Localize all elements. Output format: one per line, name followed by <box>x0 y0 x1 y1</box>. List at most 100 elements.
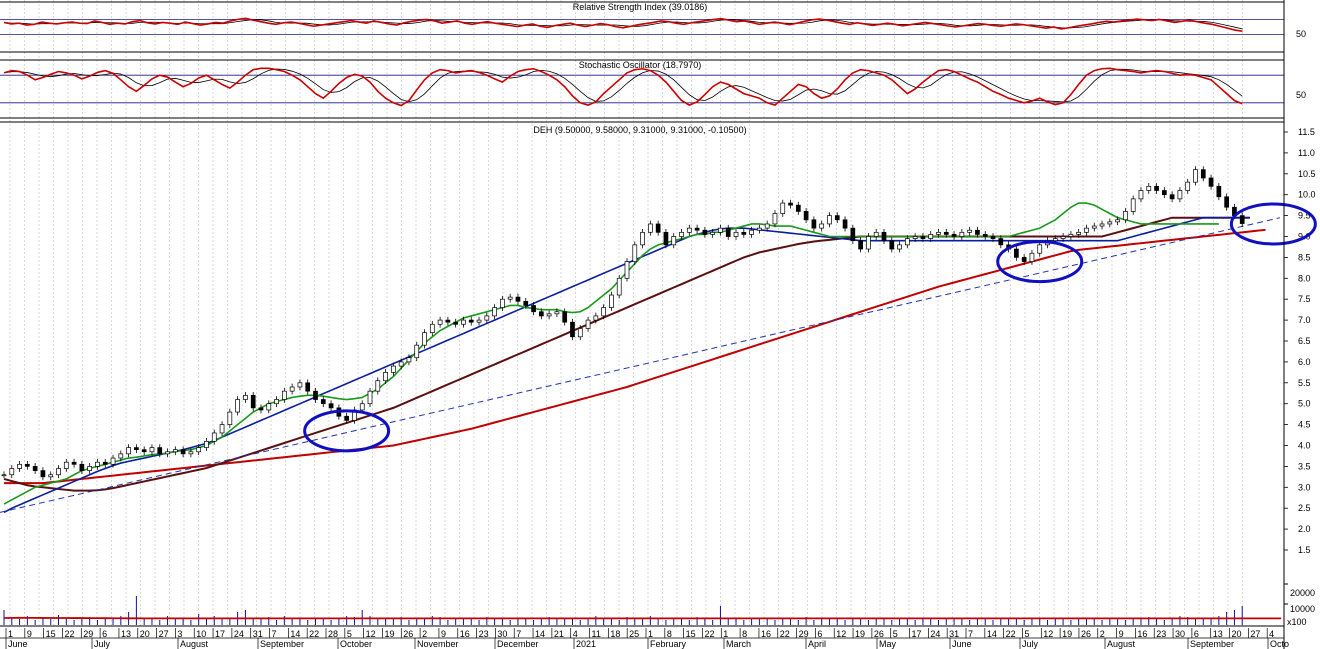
day-tick-label: 1 <box>723 629 728 639</box>
candle-body <box>297 382 303 388</box>
candle-body <box>126 447 131 455</box>
day-tick-label: 6 <box>817 629 822 639</box>
day-tick-label: 14 <box>290 629 300 639</box>
candle-body <box>71 461 77 465</box>
day-tick-label: 23 <box>1156 629 1166 639</box>
candle-body <box>344 415 349 421</box>
candle-body <box>998 238 1004 246</box>
candle-body <box>920 236 926 239</box>
candle-body <box>982 234 988 237</box>
candle-body <box>858 240 863 250</box>
day-tick-label: 21 <box>554 629 564 639</box>
month-label: 2021 <box>576 639 596 649</box>
volume-ma-line <box>3 616 1282 620</box>
price-tick-label: 10.5 <box>1298 169 1316 179</box>
vertical-grid <box>9 0 1243 626</box>
day-tick-label: 2 <box>422 629 427 639</box>
candle-body <box>733 231 739 237</box>
month-label: February <box>650 639 687 649</box>
candle-body <box>1154 185 1159 191</box>
candle-body <box>788 202 793 206</box>
candle-body <box>188 451 194 455</box>
day-tick-label: 8 <box>742 629 747 639</box>
candle-body <box>725 227 731 237</box>
volume-panel: 20000 10000 x100 <box>3 583 1315 627</box>
candle-body <box>383 372 388 382</box>
candle-body <box>32 466 38 471</box>
month-label: Octo <box>1270 639 1289 649</box>
candle-body <box>196 447 202 453</box>
day-tick-label: 12 <box>366 629 376 639</box>
day-tick-label: 12 <box>836 629 846 639</box>
candle-body <box>219 424 225 434</box>
candle-body <box>679 231 684 237</box>
candle-body <box>531 305 536 313</box>
candle-body <box>1068 234 1074 237</box>
candle-body <box>827 215 832 225</box>
candle-body <box>289 386 295 392</box>
highlight-circle <box>996 240 1084 284</box>
candle-body <box>468 319 474 323</box>
candle-body <box>757 227 762 231</box>
day-tick-label: 22 <box>780 629 790 639</box>
candle-body <box>795 204 801 212</box>
candle-body <box>48 474 54 478</box>
month-label: April <box>808 639 826 649</box>
day-tick-label: 17 <box>215 629 225 639</box>
candle-body <box>538 311 544 317</box>
day-tick-label: 27 <box>159 629 169 639</box>
candle-body <box>834 215 840 221</box>
candle-body <box>422 332 427 346</box>
candle-body <box>313 390 318 400</box>
candle-body <box>320 399 326 405</box>
day-tick-label: 29 <box>83 629 93 639</box>
candle-body <box>811 219 817 229</box>
price-tick-label: 7.0 <box>1298 315 1311 325</box>
day-tick-label: 12 <box>1043 629 1053 639</box>
day-tick-label: 5 <box>1024 629 1029 639</box>
month-label: June <box>952 639 972 649</box>
price-tick-label: 11.5 <box>1298 127 1315 137</box>
price-tick-label: 4.0 <box>1298 441 1311 451</box>
day-tick-label: 24 <box>234 629 244 639</box>
candle-body <box>375 380 381 392</box>
day-tick-label: 25 <box>629 629 639 639</box>
candle-body <box>764 223 770 229</box>
candle-body <box>515 296 521 302</box>
candle-body <box>274 399 279 405</box>
candle-body <box>1021 257 1027 262</box>
highlight-circle <box>1229 202 1317 246</box>
price-tick-label: 2.5 <box>1298 503 1311 513</box>
rsi-title: Relative Strength Index (39.0186) <box>573 2 708 12</box>
day-tick-label: 8 <box>667 629 672 639</box>
day-tick-label: 9 <box>1119 629 1124 639</box>
day-tick-label: 13 <box>1213 629 1223 639</box>
candle-body <box>975 229 980 235</box>
candle-body <box>149 447 155 453</box>
month-label: August <box>180 639 209 649</box>
day-tick-label: 31 <box>253 629 263 639</box>
candle-body <box>889 240 895 250</box>
day-tick-label: 22 <box>64 629 74 639</box>
candle-body <box>1224 196 1229 208</box>
candle-body <box>959 231 965 237</box>
day-tick-label: 15 <box>686 629 696 639</box>
price-tick-label: 9.5 <box>1298 211 1311 221</box>
volume-unit-label: x100 <box>1287 617 1307 627</box>
candle-body <box>577 328 583 338</box>
candle-body <box>406 357 412 363</box>
candle-body <box>1084 227 1089 233</box>
candle-body <box>180 449 186 455</box>
candle-body <box>63 461 69 469</box>
day-tick-label: 30 <box>1175 629 1185 639</box>
price-panel: DEH (9.50000, 9.58000, 9.31000, 9.31000,… <box>0 125 1317 555</box>
day-tick-label: 5 <box>893 629 898 639</box>
candle-body <box>780 202 786 214</box>
candle-body <box>671 236 677 246</box>
day-tick-label: 9 <box>441 629 446 639</box>
candle-body <box>1076 231 1082 235</box>
candle-body <box>235 399 240 413</box>
price-tick-label: 10.0 <box>1298 190 1316 200</box>
price-tick-label: 7.5 <box>1298 294 1311 304</box>
